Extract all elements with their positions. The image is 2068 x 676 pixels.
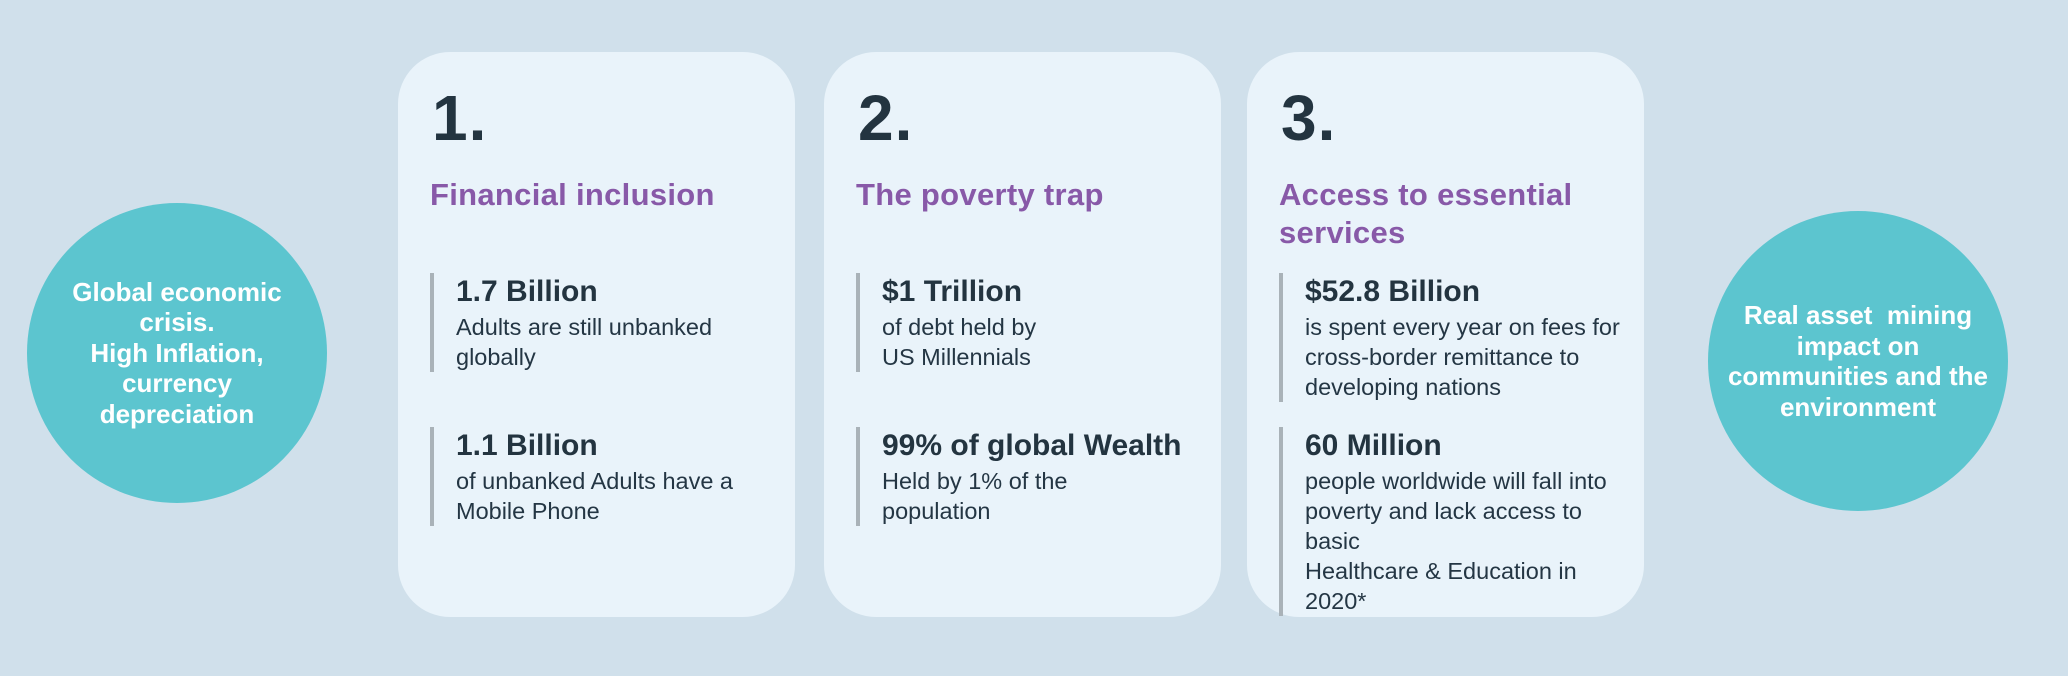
stat-value: 99% of global Wealth <box>882 429 1182 462</box>
stat-block: 1.1 Billion of unbanked Adults have a Mo… <box>430 427 783 526</box>
card-financial-inclusion: 1. Financial inclusion 1.7 Billion Adult… <box>398 52 795 617</box>
stat-description: people worldwide will fall into poverty … <box>1305 468 1607 614</box>
card-poverty-trap: 2. The poverty trap $1 Trillion of debt … <box>824 52 1221 617</box>
stat-description: of unbanked Adults have a Mobile Phone <box>456 468 733 524</box>
stat-value: 60 Million <box>1305 429 1442 462</box>
card-number: 1. <box>432 82 488 154</box>
stat-description: of debt held by US Millennials <box>882 314 1037 370</box>
left-bubble-text: Global economic crisis. High Inflation, … <box>72 276 282 429</box>
stat-value: $1 Trillion <box>882 275 1023 308</box>
stat-block: 60 Million people worldwide will fall in… <box>1279 427 1632 616</box>
stat-value: 1.1 Billion <box>456 429 598 462</box>
card-essential-services: 3. Access to essential services $52.8 Bi… <box>1247 52 1644 617</box>
stat-block: $1 Trillion of debt held by US Millennia… <box>856 273 1209 372</box>
right-bubble: Real asset mining impact on communities … <box>1708 211 2008 511</box>
right-bubble-text: Real asset mining impact on communities … <box>1727 300 1989 422</box>
stat-description: Held by 1% of the population <box>882 468 1068 524</box>
stat-block: $52.8 Billion is spent every year on fee… <box>1279 273 1632 402</box>
stat-block: 99% of global Wealth Held by 1% of the p… <box>856 427 1209 526</box>
card-title: Access to essential services <box>1279 177 1573 250</box>
card-number: 2. <box>858 82 914 154</box>
stat-description: is spent every year on fees for cross-bo… <box>1305 314 1620 400</box>
stat-block: 1.7 Billion Adults are still unbanked gl… <box>430 273 783 372</box>
card-number: 3. <box>1281 82 1337 154</box>
card-title: Financial inclusion <box>430 177 715 212</box>
stat-value: 1.7 Billion <box>456 275 598 308</box>
left-bubble: Global economic crisis. High Inflation, … <box>27 203 327 503</box>
stat-value: $52.8 Billion <box>1305 275 1481 308</box>
stat-description: Adults are still unbanked globally <box>456 314 713 370</box>
card-title: The poverty trap <box>856 177 1104 212</box>
